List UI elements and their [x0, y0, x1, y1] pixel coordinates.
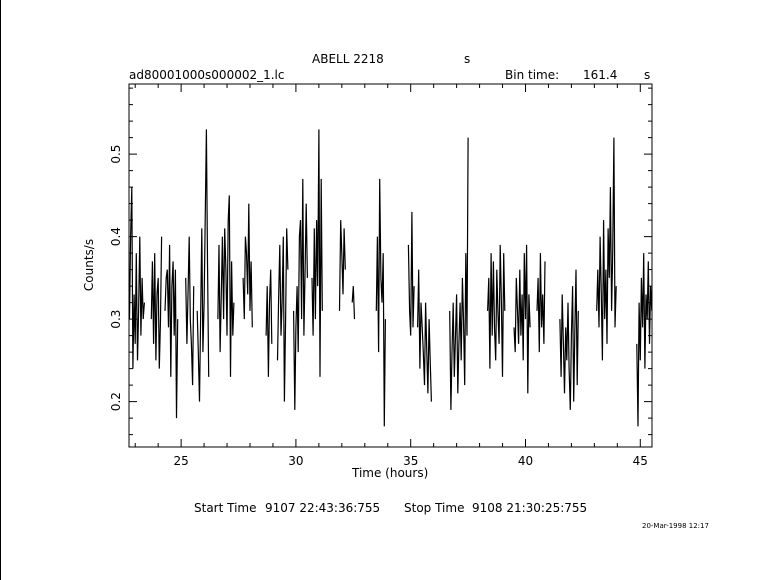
- light-curve-segment: [449, 137, 469, 410]
- light-curve-segment: [293, 178, 308, 410]
- axis-ticks: 25 30 35 40 45 0.2 0.3 0.4 0.5: [109, 84, 652, 468]
- y-tick-label: 0.5: [109, 145, 123, 164]
- light-curve-segment: [311, 129, 323, 377]
- light-curve-segment: [487, 244, 506, 377]
- light-curve-segment: [375, 178, 386, 427]
- window-edge: [0, 0, 1, 580]
- y-axis-label: Counts/s: [82, 238, 97, 292]
- light-curve-segment: [185, 236, 195, 386]
- bin-time-label: Bin time:: [505, 68, 560, 82]
- light-curve-segment: [276, 228, 289, 402]
- y-tick-label: 0.2: [109, 392, 123, 411]
- light-curve-segment: [265, 269, 273, 377]
- x-tick-label: 25: [173, 454, 188, 468]
- plot-frame: [128, 83, 653, 448]
- light-curve-segment: [417, 269, 432, 402]
- light-curve-segment: [636, 253, 653, 427]
- light-curve-segment: [128, 187, 145, 369]
- light-curve-segment: [407, 211, 415, 336]
- light-curve-segment: [150, 236, 163, 369]
- light-curve-segment: [164, 244, 179, 419]
- x-tick-label: 45: [633, 454, 648, 468]
- x-axis-label: Time (hours): [352, 466, 429, 480]
- x-tick-label: 40: [518, 454, 533, 468]
- date-stamp: 20-Mar-1998 12:17: [642, 522, 709, 530]
- light-curve-segment: [351, 286, 356, 320]
- bin-time-value: 161.4: [583, 68, 618, 82]
- light-curve-segment: [338, 220, 346, 311]
- light-curve-segment: [217, 195, 235, 377]
- x-tick-label: 35: [403, 454, 418, 468]
- bin-time-unit: s: [644, 68, 651, 82]
- chart-title-unit: s: [464, 52, 471, 66]
- start-time-label: Start Time: [194, 501, 257, 515]
- file-name: ad80001000s000002_1.lc: [129, 68, 285, 82]
- light-curve-segment: [596, 137, 617, 361]
- light-curve-series: [128, 129, 653, 427]
- light-curve-segment: [559, 269, 579, 410]
- stop-time-label: Stop Time: [404, 501, 465, 515]
- light-curve-segment: [513, 244, 531, 394]
- light-curve-segment: [536, 253, 546, 353]
- light-curve-segment: [196, 129, 210, 402]
- light-curve-segment: [242, 203, 253, 328]
- y-tick-label: 0.4: [109, 227, 123, 246]
- chart-title: ABELL 2218: [312, 52, 384, 66]
- x-tick-label: 30: [288, 454, 303, 468]
- stop-time-value: 9108 21:30:25:755: [472, 501, 588, 515]
- start-time-value: 9107 22:43:36:755: [265, 501, 381, 515]
- y-tick-label: 0.3: [109, 310, 123, 329]
